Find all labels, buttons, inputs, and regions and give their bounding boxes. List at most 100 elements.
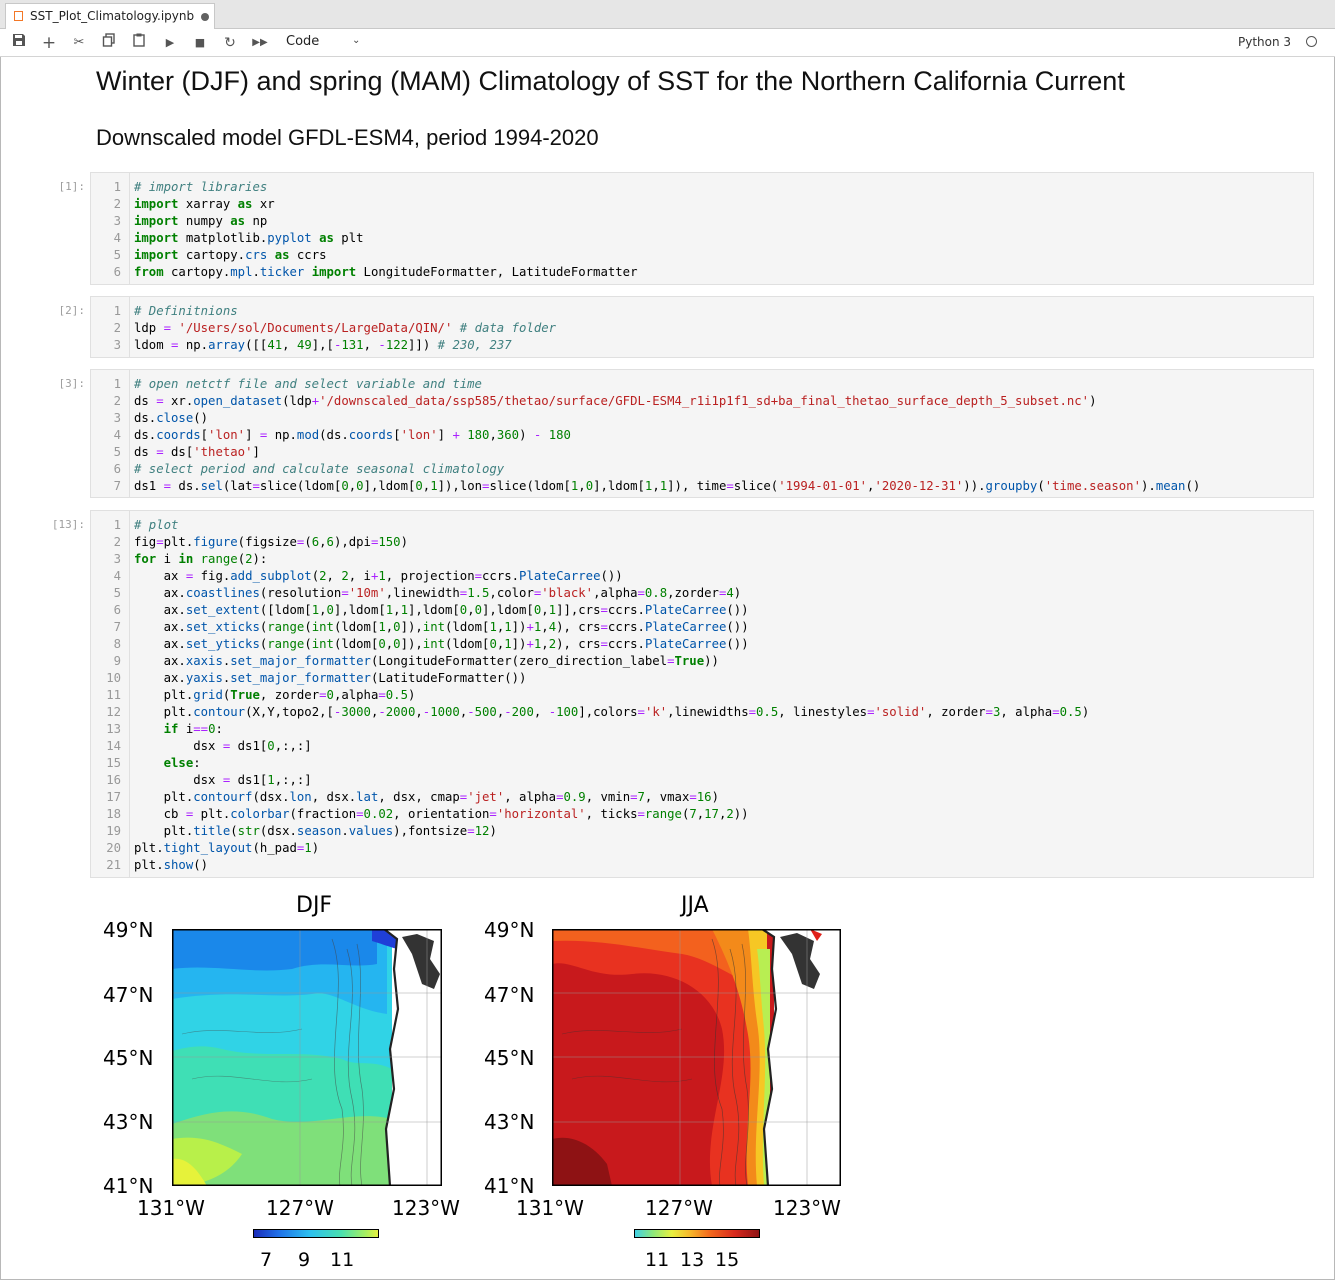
- line-number: 3: [113, 411, 121, 425]
- code-text: ax.yaxis.set_major_formatter(LatitudeFor…: [134, 671, 527, 685]
- code-cell[interactable]: 1 # plot 2 fig=plt.figure(figsize=(6,6),dpi…: [90, 510, 1314, 878]
- cell-prompt: [3]:: [58, 377, 86, 390]
- line-number: 5: [113, 248, 121, 262]
- unsaved-indicator-icon[interactable]: [201, 13, 209, 21]
- code-text: ds1 = ds.sel(lat=slice(ldom[0,0],ldom[0,…: [134, 479, 1201, 493]
- lon-tick-label: 127°W: [645, 1196, 713, 1220]
- line-number-gutter: [91, 370, 130, 497]
- lon-tick-label: 127°W: [266, 1196, 334, 1220]
- copy-icon[interactable]: [99, 33, 119, 53]
- line-number: 1: [113, 180, 121, 194]
- colorbar-tick-label: 15: [715, 1249, 740, 1271]
- code-text: plt.contour(X,Y,topo2,[-3000,-2000,-1000…: [134, 705, 1090, 719]
- line-number: 7: [113, 479, 121, 493]
- lat-tick-label: 49°N: [103, 918, 154, 942]
- lat-tick-label: 47°N: [484, 983, 535, 1007]
- cut-icon[interactable]: ✂: [73, 35, 85, 50]
- cell-type-select[interactable]: Code: [286, 34, 320, 49]
- code-text: dsx = ds1[0,:,:]: [134, 739, 312, 753]
- code-text: # plot: [134, 518, 179, 532]
- line-number: 2: [113, 321, 121, 335]
- line-number: 5: [113, 586, 121, 600]
- line-number: 3: [113, 214, 121, 228]
- code-text: ax.set_xticks(range(int(ldom[1,0]),int(l…: [134, 620, 749, 634]
- code-text: ax.set_extent([ldom[1,0],ldom[1,1],ldom[…: [134, 603, 749, 617]
- restart-icon[interactable]: ↻: [224, 35, 236, 51]
- notebook-tab[interactable]: SST_Plot_Climatology.ipynb: [5, 3, 215, 29]
- add-cell-icon[interactable]: +: [41, 33, 57, 53]
- code-text: else:: [163, 756, 201, 770]
- fast-forward-icon[interactable]: ▶▶: [252, 37, 268, 48]
- colorbar-tick-label: 13: [680, 1249, 705, 1271]
- code-cell[interactable]: 1 # open netctf file and select variable …: [90, 369, 1314, 498]
- jja-colorbar: [634, 1229, 760, 1238]
- line-number: 4: [113, 569, 121, 583]
- code-text: ax = fig.add_subplot(2, 2, i+1, projecti…: [134, 569, 623, 583]
- lat-tick-label: 45°N: [103, 1046, 154, 1070]
- lon-tick-label: 123°W: [392, 1196, 460, 1220]
- line-number: 20: [106, 841, 121, 855]
- lat-tick-label: 49°N: [484, 918, 535, 942]
- code-text: plt.contourf(dsx.lon, dsx.lat, dsx, cmap…: [134, 790, 719, 804]
- code-text: ds.close(): [134, 411, 209, 425]
- line-number: 4: [113, 231, 121, 245]
- line-number: 9: [113, 654, 121, 668]
- code-text: fig=plt.figure(figsize=(6,6),dpi=150): [134, 535, 408, 549]
- code-cell[interactable]: 1 # import libraries 2 import xarray as xr 3…: [90, 172, 1314, 285]
- code-text: plt.show(): [134, 858, 209, 872]
- chevron-down-icon[interactable]: ⌄: [352, 35, 361, 46]
- line-number: 19: [106, 824, 121, 838]
- kernel-name[interactable]: Python 3: [1238, 35, 1292, 49]
- code-text: # import libraries: [134, 180, 268, 194]
- notebook-subtitle-heading: Downscaled model GFDL-ESM4, period 1994-…: [96, 125, 599, 150]
- lat-tick-label: 41°N: [103, 1174, 154, 1198]
- code-text: ds = ds['thetao']: [134, 445, 260, 459]
- line-number: 1: [113, 518, 121, 532]
- code-text: from cartopy.mpl.ticker import Longitude…: [134, 265, 638, 279]
- line-number: 6: [113, 462, 121, 476]
- save-icon[interactable]: [9, 33, 29, 53]
- line-number: 2: [113, 394, 121, 408]
- line-number-gutter: [91, 297, 130, 357]
- line-number: 16: [106, 773, 121, 787]
- tab-title: SST_Plot_Climatology.ipynb: [30, 9, 195, 23]
- run-icon[interactable]: ▶: [165, 36, 175, 49]
- code-text: plt.title(str(dsx.season.values),fontsiz…: [134, 824, 497, 838]
- line-number: 3: [113, 338, 121, 352]
- code-cell[interactable]: 1 # Definitnions 2 ldp = '/Users/sol/Docume…: [90, 296, 1314, 358]
- line-number: 3: [113, 552, 121, 566]
- code-text: dsx = ds1[1,:,:]: [134, 773, 312, 787]
- colorbar-tick-label: 9: [298, 1249, 311, 1271]
- line-number-gutter: [91, 511, 130, 877]
- colorbar-tick-label: 11: [645, 1249, 670, 1271]
- code-text: import numpy as np: [134, 214, 268, 228]
- code-text: plt.tight_layout(h_pad=1): [134, 841, 320, 855]
- line-number: 2: [113, 197, 121, 211]
- cell-prompt: [1]:: [58, 180, 86, 193]
- code-text: ax.xaxis.set_major_formatter(LongitudeFo…: [134, 654, 719, 668]
- line-number: 11: [106, 688, 121, 702]
- code-text: ldp = '/Users/sol/Documents/LargeData/QI…: [134, 321, 557, 335]
- lat-tick-label: 43°N: [484, 1110, 535, 1134]
- line-number: 17: [106, 790, 121, 804]
- tab-bar: SST_Plot_Climatology.ipynb: [0, 0, 1335, 29]
- lat-tick-label: 43°N: [103, 1110, 154, 1134]
- line-number: 13: [106, 722, 121, 736]
- code-text: for i in range(2):: [134, 552, 268, 566]
- code-text: ds.coords['lon'] = np.mod(ds.coords['lon…: [134, 428, 571, 442]
- jja-sst-map: [552, 929, 841, 1186]
- line-number: 14: [106, 739, 121, 753]
- cell-prompt: [13]:: [51, 518, 85, 531]
- code-text: ax.coastlines(resolution='10m',linewidth…: [134, 586, 742, 600]
- stop-icon[interactable]: ■: [194, 36, 206, 49]
- djf-sst-map: [172, 929, 442, 1186]
- line-number: 1: [113, 304, 121, 318]
- line-number: 2: [113, 535, 121, 549]
- code-text: # open netctf file and select variable a…: [134, 377, 482, 391]
- line-number: 8: [113, 637, 121, 651]
- code-text: ldom = np.array([[41, 49],[-131, -122]])…: [134, 338, 512, 352]
- line-number: 6: [113, 265, 121, 279]
- line-number: 5: [113, 445, 121, 459]
- line-number: 18: [106, 807, 121, 821]
- paste-icon[interactable]: [129, 33, 149, 53]
